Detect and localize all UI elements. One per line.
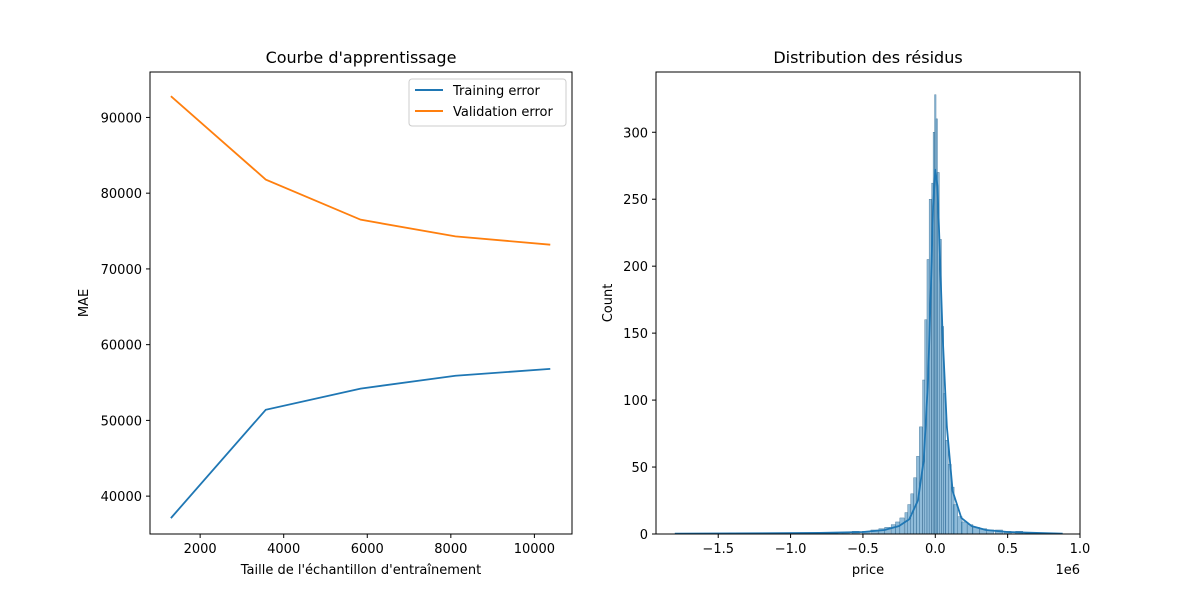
histogram-bar bbox=[890, 524, 896, 535]
learning-curve-chart: Courbe d'apprentissage 2000 4000 6000 8000 1… bbox=[77, 48, 573, 578]
residuals-histogram-chart: Distribution des résidus −1.5 −1.0 −0.5 0.0… bbox=[601, 48, 1090, 578]
x-tick-label: −1.5 bbox=[702, 542, 734, 557]
x-tick-label: 0.5 bbox=[997, 542, 1018, 557]
plot-frame bbox=[149, 71, 573, 535]
histogram-bar bbox=[953, 504, 958, 535]
x-tick-label: 6000 bbox=[351, 542, 384, 557]
x-tick-label: 1.0 bbox=[1070, 542, 1091, 557]
kde-curve bbox=[674, 168, 1063, 535]
histogram-bar bbox=[945, 440, 949, 535]
y-tick-label: 80000 bbox=[101, 187, 142, 202]
chart-title: Distribution des résidus bbox=[773, 48, 962, 67]
x-tick-label: 10000 bbox=[514, 542, 555, 557]
x-tick-label: 2000 bbox=[184, 542, 217, 557]
x-axis-label: price bbox=[852, 563, 884, 578]
legend: Training error Validation error bbox=[408, 78, 567, 127]
x-tick-label: 8000 bbox=[434, 542, 467, 557]
x-tick-label: 4000 bbox=[267, 542, 300, 557]
y-tick-label: 50000 bbox=[101, 414, 142, 429]
legend-label-validation: Validation error bbox=[453, 105, 553, 120]
histogram-bar bbox=[895, 521, 901, 535]
histogram-bar bbox=[961, 521, 968, 535]
y-tick-label: 90000 bbox=[101, 111, 142, 126]
y-tick-label: 250 bbox=[623, 193, 648, 208]
y-tick-label: 300 bbox=[623, 126, 648, 141]
x-tick-label: 0.0 bbox=[925, 542, 946, 557]
histogram-bar bbox=[904, 512, 908, 535]
histogram-bar bbox=[934, 94, 937, 535]
chart-title: Courbe d'apprentissage bbox=[266, 48, 457, 67]
plot-frame bbox=[655, 71, 1081, 535]
y-tick-label: 100 bbox=[623, 394, 648, 409]
legend-box bbox=[408, 78, 567, 127]
legend-label-training: Training error bbox=[452, 84, 541, 99]
series-line-validation-error bbox=[170, 95, 551, 246]
y-tick-label: 150 bbox=[623, 327, 648, 342]
y-axis-label: MAE bbox=[77, 289, 92, 317]
x-axis-offset-label: 1e6 bbox=[1055, 563, 1080, 578]
x-tick-label: −0.5 bbox=[847, 542, 879, 557]
y-tick-label: 0 bbox=[640, 528, 648, 543]
y-tick-label: 40000 bbox=[101, 490, 142, 505]
y-tick-label: 60000 bbox=[101, 339, 142, 354]
y-tick-label: 70000 bbox=[101, 263, 142, 278]
histogram-bar bbox=[928, 199, 932, 535]
series-line-training-error bbox=[170, 367, 551, 519]
x-tick-label: −1.0 bbox=[775, 542, 807, 557]
y-tick-label: 50 bbox=[631, 461, 648, 476]
y-axis-label: Count bbox=[601, 284, 616, 323]
y-tick-label: 200 bbox=[623, 260, 648, 275]
x-axis-label: Taille de l'échantillon d'entraînement bbox=[240, 563, 481, 578]
